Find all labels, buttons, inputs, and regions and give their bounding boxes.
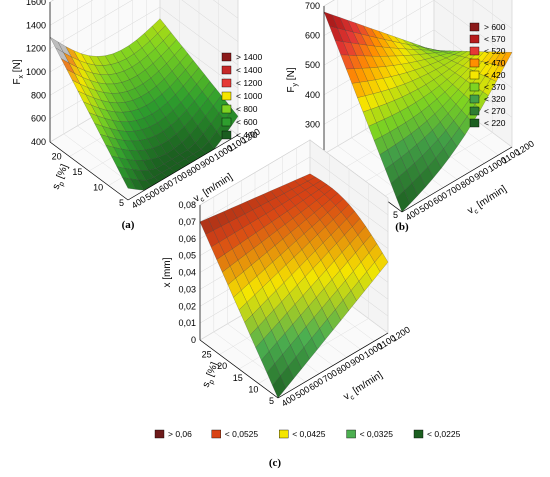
y-tick-label: 5	[269, 396, 274, 406]
legend-swatch	[469, 22, 480, 32]
legend-swatch	[469, 118, 480, 128]
z-tick-label: 0,01	[178, 318, 196, 328]
z-tick-label: 0,08	[178, 200, 196, 210]
legend-swatch	[469, 58, 480, 68]
y-tick-label: 10	[93, 183, 103, 193]
panel-caption: (b)	[395, 221, 409, 233]
surface	[49, 18, 239, 191]
legend-swatch	[221, 130, 232, 140]
legend-swatch	[469, 82, 480, 92]
z-tick-label: 600	[31, 114, 46, 124]
legend-label: < 600	[236, 117, 258, 127]
legend-label: < 1200	[236, 78, 263, 88]
legend-label: < 1000	[236, 91, 263, 101]
x-axis-label: vc [m/min]	[466, 183, 510, 218]
z-tick-label: 700	[305, 1, 320, 11]
legend-swatch	[154, 429, 165, 439]
legend-swatch	[469, 106, 480, 116]
legend-label: < 1400	[236, 65, 263, 75]
legend-swatch	[469, 46, 480, 56]
chart-panel-c: 4005006007008009001000110012005101520250…	[154, 139, 461, 469]
legend-label: < 0,0525	[225, 429, 259, 439]
legend-label: < 0,0225	[427, 429, 461, 439]
z-tick-label: 400	[305, 90, 320, 100]
legend-label: < 570	[484, 34, 506, 44]
z-tick-label: 0,07	[178, 217, 196, 227]
y-tick-label: 10	[248, 384, 258, 394]
x-tick-label: 1200	[390, 324, 412, 343]
y-tick-label: 20	[52, 152, 62, 162]
legend: > 0,06 < 0,0525 < 0,0425 < 0,0325 < 0,0225	[154, 429, 461, 439]
z-tick-label: 400	[31, 137, 46, 147]
y-axis-label: sp [%]	[51, 163, 73, 192]
legend-swatch	[221, 52, 232, 62]
legend-label: < 0,0425	[292, 429, 326, 439]
legend-label: > 1400	[236, 52, 263, 62]
legend-label: < 0,0325	[360, 429, 394, 439]
x-tick-label: 1200	[514, 138, 536, 157]
z-tick-label: 1200	[26, 44, 46, 54]
legend-label: < 370	[484, 82, 506, 92]
z-tick-label: 800	[31, 90, 46, 100]
legend-label: < 400	[236, 130, 258, 140]
box-edges	[199, 205, 389, 399]
legend-swatch	[469, 70, 480, 80]
panel-caption: (c)	[269, 457, 282, 469]
legend-swatch	[221, 117, 232, 127]
legend-swatch	[346, 429, 356, 439]
z-tick-label: 500	[305, 60, 320, 70]
legend: > 600 < 570 < 520 < 470 < 420 < 370 < 320 < 270…	[469, 22, 506, 128]
y-tick-label: 5	[119, 198, 124, 208]
legend-swatch	[279, 429, 289, 439]
y-tick-label: 15	[72, 167, 82, 177]
legend-swatch	[221, 78, 232, 88]
legend-label: < 420	[484, 70, 506, 80]
legend-label: > 600	[484, 22, 506, 32]
y-tick-label: 15	[233, 373, 243, 383]
legend: > 1400 < 1400 < 1200 < 1000 < 800 < 600 < 400	[221, 52, 263, 140]
z-tick-label: 0,06	[178, 234, 196, 244]
z-tick-label: 0,02	[178, 301, 196, 311]
y-axis-label: sp [%]	[201, 361, 223, 390]
legend-label: < 470	[484, 58, 506, 68]
z-tick-label: 300	[305, 119, 320, 129]
legend-label: < 520	[484, 46, 506, 56]
legend-swatch	[221, 65, 232, 75]
panel-caption: (a)	[122, 219, 135, 231]
legend-swatch	[469, 34, 480, 44]
surface	[323, 11, 513, 213]
z-tick-label: 0	[191, 335, 196, 345]
y-tick-label: 25	[202, 350, 212, 360]
z-axis-label: x [mm]	[162, 257, 173, 287]
z-tick-label: 0,03	[178, 284, 196, 294]
legend-swatch	[221, 91, 232, 101]
z-tick-label: 1000	[26, 67, 46, 77]
legend-label: < 220	[484, 118, 506, 128]
z-axis-label: Fx [N]	[12, 59, 25, 84]
surface	[199, 173, 389, 399]
z-tick-label: 1600	[26, 0, 46, 7]
z-tick-label: 600	[305, 31, 320, 41]
legend-swatch	[413, 429, 424, 439]
z-tick-label: 1400	[26, 20, 46, 30]
z-tick-label: 0,05	[178, 251, 196, 261]
y-tick-label: 5	[393, 210, 398, 220]
z-tick-label: 0,04	[178, 268, 196, 278]
legend-swatch	[211, 429, 222, 439]
x-axis-label: vc [m/min]	[342, 369, 386, 404]
z-axis-label: Fy [N]	[286, 67, 299, 92]
legend-swatch	[221, 104, 232, 114]
box-edges	[49, 2, 239, 201]
legend-swatch	[469, 94, 480, 104]
chart-panel-a: 4005006007008009001000110012005101520400…	[12, 0, 263, 231]
legend-label: > 0,06	[168, 429, 192, 439]
legend-label: < 270	[484, 106, 506, 116]
chart-panel-b: 4005006007008009001000110012005101520252…	[286, 0, 536, 233]
legend-label: < 800	[236, 104, 258, 114]
y-tick-label: 20	[217, 361, 227, 371]
legend-label: < 320	[484, 94, 506, 104]
